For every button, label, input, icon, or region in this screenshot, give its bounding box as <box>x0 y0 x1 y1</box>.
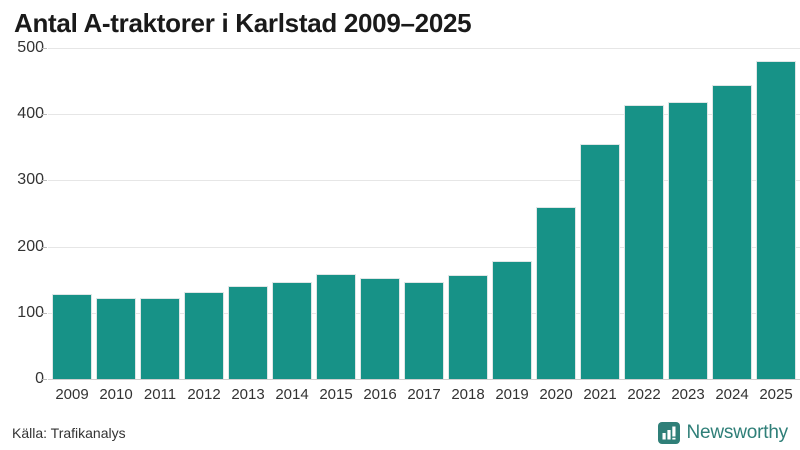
y-tick-label: 400 <box>17 105 44 123</box>
gridline <box>41 48 800 49</box>
bar[interactable] <box>404 282 444 379</box>
bar-chart-icon <box>657 422 680 444</box>
bar-column[interactable] <box>492 48 532 379</box>
x-tick-label: 2021 <box>583 386 617 403</box>
bar[interactable] <box>580 144 620 379</box>
bar[interactable] <box>624 104 664 379</box>
gridline <box>41 246 800 248</box>
chart-footer: Källa: Trafikanalys Newsworthy <box>0 418 800 450</box>
bar-column[interactable] <box>184 48 224 379</box>
x-tick-label: 2025 <box>759 386 793 403</box>
x-tick-label: 2010 <box>99 386 133 403</box>
bar-column[interactable] <box>360 48 400 379</box>
bar-column[interactable] <box>96 48 136 379</box>
chart-title: Antal A-traktorer i Karlstad 2009–2025 <box>14 8 472 38</box>
x-tick-label: 2016 <box>363 386 397 403</box>
bar-column[interactable] <box>272 48 312 379</box>
x-tick-label: 2023 <box>671 386 705 403</box>
bar-column[interactable] <box>580 48 620 379</box>
plot-area: 0 100 200 300 400 500 <box>0 39 800 387</box>
tick-mark <box>41 379 47 380</box>
x-tick-label: 2017 <box>407 386 441 403</box>
bar[interactable] <box>536 206 576 379</box>
bar[interactable] <box>140 297 180 379</box>
newsworthy-logo[interactable]: Newsworthy <box>657 422 789 444</box>
x-tick-label: 2014 <box>275 386 309 403</box>
tick-mark <box>41 312 47 314</box>
bar-column[interactable] <box>228 48 268 379</box>
y-tick-label: 200 <box>17 237 44 255</box>
x-tick-label: 2022 <box>627 386 661 403</box>
bar[interactable] <box>360 277 400 379</box>
brand-name: Newsworthy <box>686 422 789 443</box>
x-tick-label: 2012 <box>187 386 221 403</box>
bar[interactable] <box>712 85 752 379</box>
bar-column[interactable] <box>52 48 92 379</box>
bar-column[interactable] <box>536 48 576 379</box>
gridline <box>41 379 800 380</box>
bar[interactable] <box>96 298 136 379</box>
x-tick-label: 2024 <box>715 386 749 403</box>
x-tick-label: 2011 <box>143 386 177 403</box>
x-tick-label: 2015 <box>319 386 353 403</box>
bar[interactable] <box>668 102 708 379</box>
bar-column[interactable] <box>140 48 180 379</box>
bar-column[interactable] <box>712 48 752 379</box>
gridline <box>41 114 800 116</box>
y-tick-label: 100 <box>17 303 44 321</box>
bar-series <box>48 48 800 379</box>
x-axis: 2009 2010 2011 2012 2013 2014 2015 2016 2017 2018… <box>48 386 800 412</box>
x-tick-label: 2018 <box>451 386 485 403</box>
gridline <box>41 180 800 182</box>
x-tick-label: 2009 <box>55 386 89 403</box>
y-axis: 0 100 200 300 400 500 <box>0 39 48 387</box>
x-tick-label: 2019 <box>495 386 529 403</box>
y-tick-label: 300 <box>17 171 44 189</box>
bar[interactable] <box>448 275 488 379</box>
bar[interactable] <box>228 285 268 379</box>
bar[interactable] <box>184 292 224 379</box>
tick-mark <box>41 246 47 248</box>
bar[interactable] <box>52 294 92 379</box>
bar-column[interactable] <box>448 48 488 379</box>
x-tick-label: 2020 <box>539 386 573 403</box>
tick-mark <box>41 114 47 116</box>
bar-column[interactable] <box>624 48 664 379</box>
tick-mark <box>41 180 47 182</box>
bar[interactable] <box>492 261 532 379</box>
y-tick-label: 500 <box>17 39 44 56</box>
bar[interactable] <box>316 274 356 379</box>
bar-column[interactable] <box>756 48 796 379</box>
bar-column[interactable] <box>668 48 708 379</box>
bar-column[interactable] <box>316 48 356 379</box>
bar[interactable] <box>756 61 796 379</box>
tick-mark <box>41 48 47 49</box>
y-tick-label: 0 <box>35 370 44 387</box>
source-note: Källa: Trafikanalys <box>12 425 126 441</box>
x-tick-label: 2013 <box>231 386 265 403</box>
bar[interactable] <box>272 281 312 379</box>
bar-column[interactable] <box>404 48 444 379</box>
